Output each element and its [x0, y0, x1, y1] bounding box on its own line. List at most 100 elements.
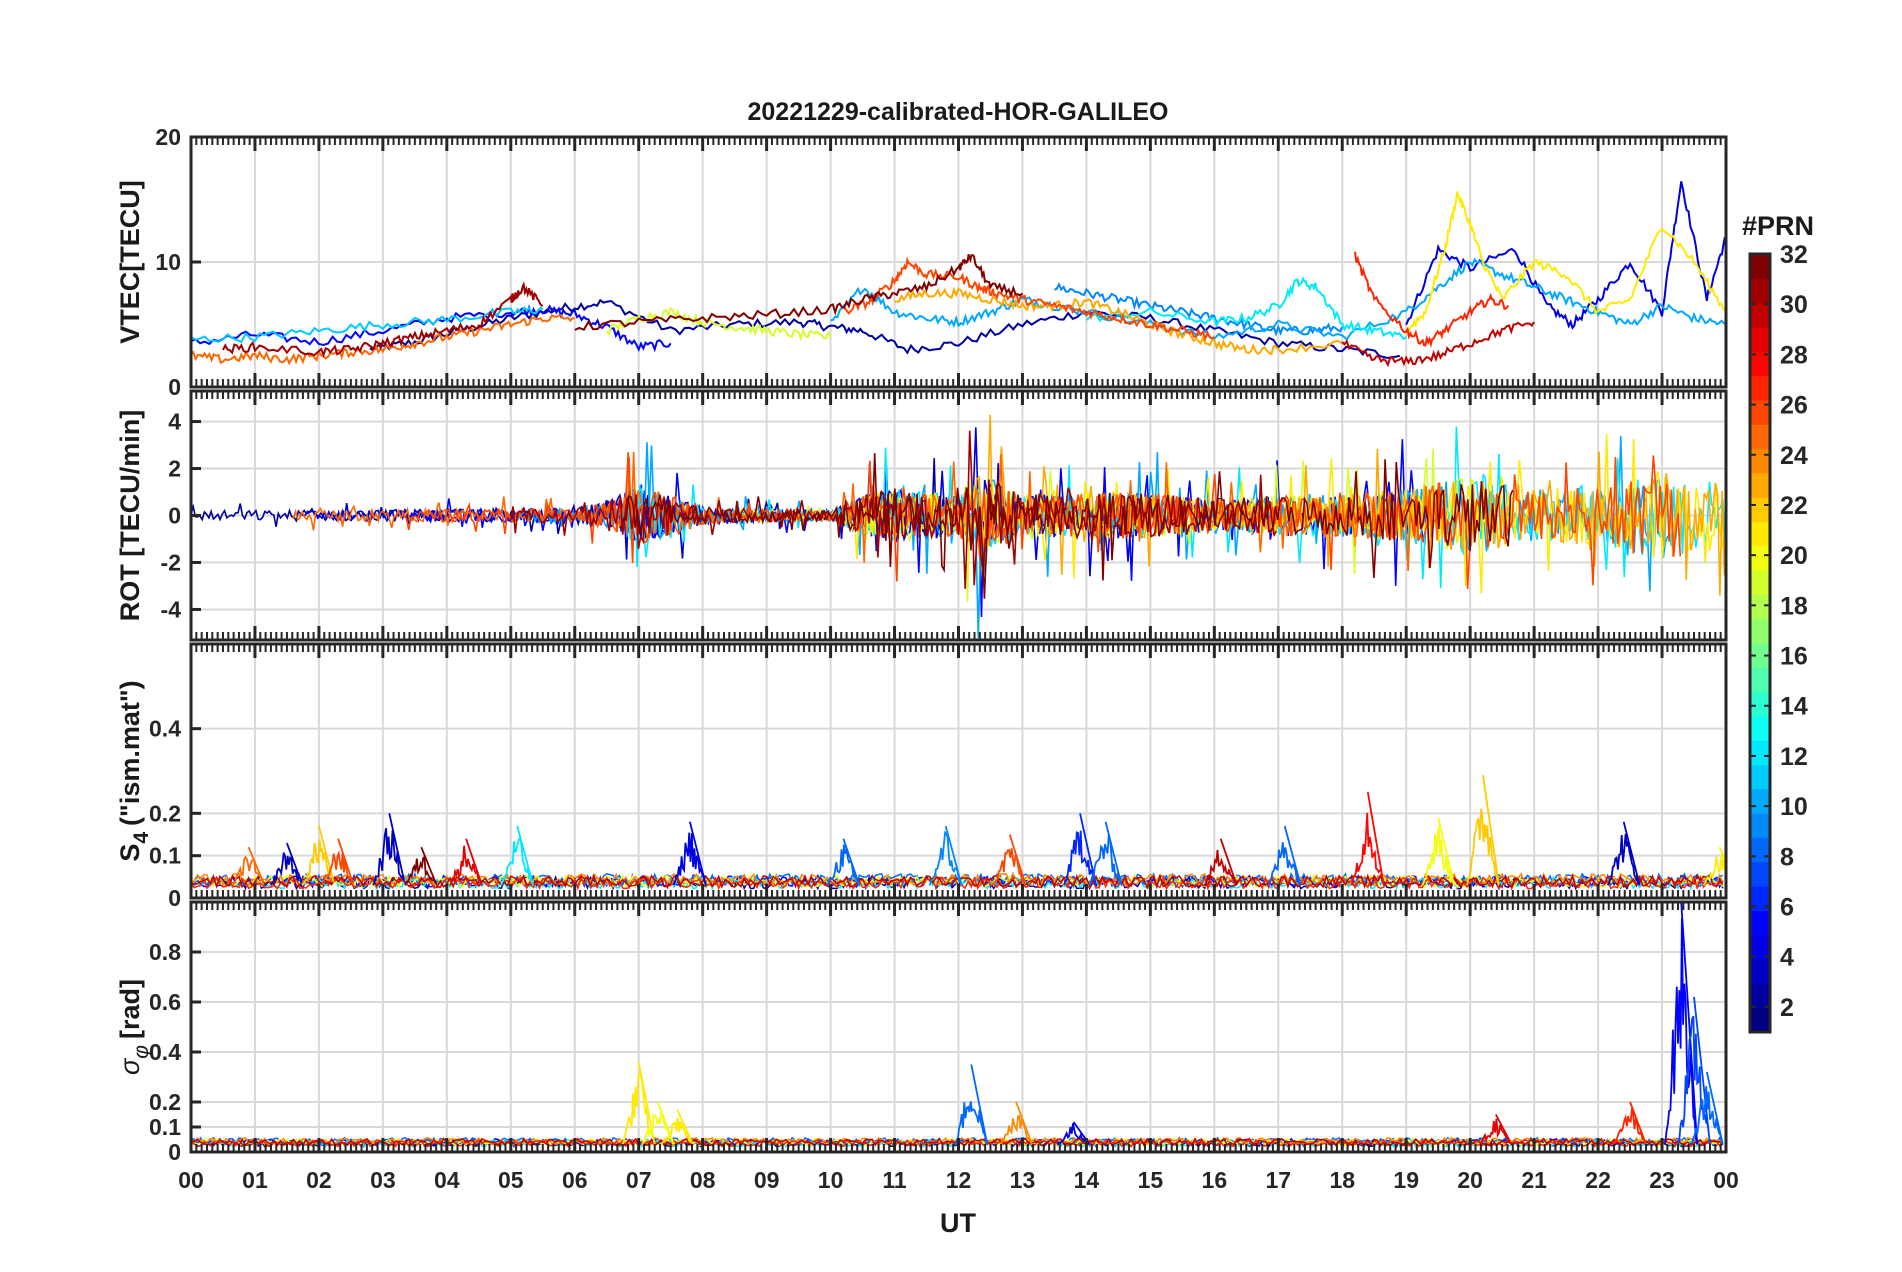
- s4-spike: [1088, 821, 1123, 886]
- colorbar-segment: [1750, 934, 1770, 960]
- vtec-series-prn-19: [605, 306, 832, 342]
- rot-series-prn-32: [618, 453, 1514, 599]
- s4-spike: [500, 825, 535, 886]
- panel-sigma: 00.10.2 0.4 0.6 0.8 σφ [rad]: [115, 900, 1728, 1165]
- colorbar-segment: [1750, 740, 1770, 766]
- colorbar-tick-label: 26: [1780, 392, 1808, 420]
- x-tick-label: 03: [370, 1167, 396, 1193]
- x-tick-label: 23: [1649, 1167, 1675, 1193]
- y-label-tail: ("ism.mat"): [115, 680, 145, 826]
- data-layer: [191, 775, 1726, 891]
- y-tick-label: 0.6: [149, 989, 181, 1015]
- y-label-main: S: [115, 844, 145, 862]
- y-tick-label: 0: [168, 503, 181, 529]
- s4-spike: [1466, 775, 1500, 886]
- x-tick-label: 15: [1138, 1167, 1164, 1193]
- vtec-series-prn-12: [1085, 275, 1407, 341]
- vtec-series-prn-32: [574, 253, 1024, 331]
- y-tick-label: 0: [168, 374, 181, 400]
- colorbar-segment: [1750, 472, 1770, 498]
- x-tick-label: 11: [882, 1167, 907, 1193]
- colorbar-segment: [1750, 254, 1770, 279]
- colorbar-tick-label: 32: [1780, 241, 1808, 269]
- y-tick-label: 0.2: [149, 800, 181, 826]
- vtec-series-prn-26: [843, 256, 1215, 342]
- y-label-main: σ: [115, 1057, 145, 1075]
- y-axis-label: S4 ("ism.mat"): [115, 680, 153, 861]
- vtec-series-prn-27: [1354, 251, 1510, 348]
- vtec-series-prn-11: [191, 305, 544, 344]
- s4-spike: [1203, 838, 1238, 886]
- panel-s4: 0 0.1 0.2 0.4 S4 ("ism.mat"): [115, 642, 1728, 911]
- rot-series-prn-26: [401, 452, 1682, 590]
- y-tick-label: 2: [168, 456, 181, 482]
- colorbar-frame: [1748, 252, 1772, 1034]
- panel-vtec: 0 10 20 VTEC[TECU]: [115, 124, 1728, 400]
- y-label-sub: φ: [130, 1045, 153, 1059]
- colorbar-segment: [1750, 910, 1770, 936]
- chart-title: 20221229-calibrated-HOR-GALILEO: [748, 98, 1169, 126]
- data-layer: [191, 181, 1726, 368]
- vtec-series-prn-21: [1405, 191, 1726, 335]
- sigma-spike: [1677, 996, 1711, 1145]
- s4-spike: [270, 842, 303, 886]
- x-tick-label: 21: [1521, 1167, 1547, 1193]
- axis-box: [189, 642, 1728, 900]
- colorbar-segment: [1750, 618, 1770, 644]
- colorbar-segment: [1750, 424, 1770, 450]
- colorbar-tick-label: 22: [1780, 492, 1808, 520]
- colorbar-tick-label: 4: [1780, 944, 1794, 972]
- y-tick-label: 0.4: [149, 1039, 181, 1065]
- colorbar-tick-label: 10: [1780, 793, 1808, 821]
- s4-spike: [449, 838, 483, 886]
- vtec-series-prn-31: [222, 281, 544, 358]
- s4-spike: [321, 838, 355, 886]
- colorbar-segment: [1750, 691, 1770, 717]
- s4-spike: [372, 813, 405, 886]
- colorbar-segment: [1750, 715, 1770, 741]
- x-tick-label: 20: [1457, 1167, 1483, 1193]
- y-tick-label: -2: [161, 549, 181, 575]
- y-tick-label: 10: [155, 249, 181, 275]
- colorbar-segment: [1750, 375, 1770, 401]
- colorbar-segment: [1750, 983, 1770, 1009]
- x-tick-label: 02: [306, 1167, 332, 1193]
- colorbar-segment: [1750, 1007, 1770, 1033]
- colorbar-segment: [1750, 448, 1770, 474]
- axis-box: [189, 135, 1728, 389]
- panel-rot: -4 -2 0 2 4 ROT [TECU/min]: [115, 389, 1728, 642]
- s4-spike: [404, 846, 437, 886]
- x-axis: 00 01 02 03 04 05 06 07 08 09 10 11 12 13 14 15 16 17 18 19…: [178, 1167, 1739, 1193]
- colorbar-segment: [1750, 886, 1770, 912]
- s4-spike: [673, 821, 707, 886]
- s4-spike: [1702, 846, 1726, 886]
- s4-spike: [1267, 825, 1302, 886]
- y-tick-label: 0.2: [149, 1089, 181, 1115]
- colorbar-segment: [1750, 667, 1770, 693]
- axis-box: [189, 900, 1728, 1154]
- x-tick-label: 05: [498, 1167, 524, 1193]
- vtec-series-prn-9: [1054, 282, 1344, 337]
- colorbar-tick-label: 2: [1780, 994, 1794, 1022]
- x-axis-label: UT: [940, 1208, 976, 1238]
- rot-series-prn-31: [510, 430, 1278, 589]
- colorbar-segment: [1750, 959, 1770, 984]
- colorbar-segment: [1750, 643, 1770, 668]
- x-tick-label: 18: [1329, 1167, 1355, 1193]
- s4-spike: [1063, 813, 1097, 886]
- vtec-series-prn-5: [191, 304, 672, 353]
- x-tick-label: 16: [1202, 1167, 1228, 1193]
- vtec-series-prn-23: [894, 286, 1343, 356]
- y-tick-label: -4: [161, 596, 182, 622]
- x-tick-label: 13: [1010, 1167, 1036, 1193]
- s4-spike: [826, 838, 861, 886]
- sigma-spike: [1613, 1101, 1647, 1145]
- x-tick-label: 06: [562, 1167, 588, 1193]
- sigma-spike: [1479, 1114, 1513, 1146]
- colorbar-tick-label: 6: [1780, 894, 1794, 922]
- x-tick-label: 22: [1585, 1167, 1611, 1193]
- y-tick-label: 0.4: [149, 716, 181, 742]
- y-tick-label: 0: [168, 885, 181, 911]
- x-tick-label: 10: [818, 1167, 844, 1193]
- colorbar-segment: [1750, 788, 1770, 814]
